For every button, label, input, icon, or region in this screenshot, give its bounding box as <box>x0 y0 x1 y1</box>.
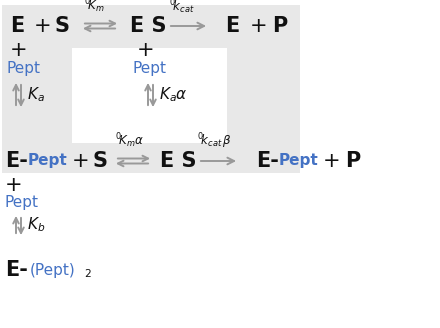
Text: E-: E- <box>256 151 279 171</box>
Text: +: + <box>72 151 90 171</box>
Text: +: + <box>250 16 268 36</box>
Text: (Pept): (Pept) <box>30 262 76 277</box>
Text: $K_a$: $K_a$ <box>27 86 45 104</box>
Text: P: P <box>272 16 287 36</box>
Text: Pept: Pept <box>279 154 319 169</box>
Text: E S: E S <box>130 16 166 36</box>
Text: +: + <box>5 175 22 195</box>
Text: S: S <box>55 16 70 36</box>
Text: E S: E S <box>160 151 197 171</box>
Text: $^0\!K_m\alpha$: $^0\!K_m\alpha$ <box>115 131 144 150</box>
Text: $_2$: $_2$ <box>84 265 92 280</box>
Text: Pept: Pept <box>28 154 68 169</box>
Text: E: E <box>225 16 239 36</box>
Text: E-: E- <box>5 260 28 280</box>
Text: S: S <box>93 151 108 171</box>
Text: Pept: Pept <box>7 60 41 75</box>
Text: Pept: Pept <box>5 195 39 210</box>
Bar <box>2 5 300 173</box>
Text: +: + <box>323 151 341 171</box>
Text: $K_a\alpha$: $K_a\alpha$ <box>159 86 188 104</box>
Text: +: + <box>34 16 51 36</box>
Text: $K_b$: $K_b$ <box>27 215 45 234</box>
Text: $^0\!k_{cat}$: $^0\!k_{cat}$ <box>169 0 194 16</box>
Bar <box>72 48 227 143</box>
Text: E-: E- <box>5 151 28 171</box>
Text: $^0\!K_m$: $^0\!K_m$ <box>84 0 105 15</box>
Text: P: P <box>345 151 360 171</box>
Text: E: E <box>10 16 24 36</box>
Text: Pept: Pept <box>132 60 166 75</box>
Text: $^0\!k_{cat}\,\beta$: $^0\!k_{cat}\,\beta$ <box>197 132 232 151</box>
Text: +: + <box>137 40 154 60</box>
Text: +: + <box>10 40 28 60</box>
